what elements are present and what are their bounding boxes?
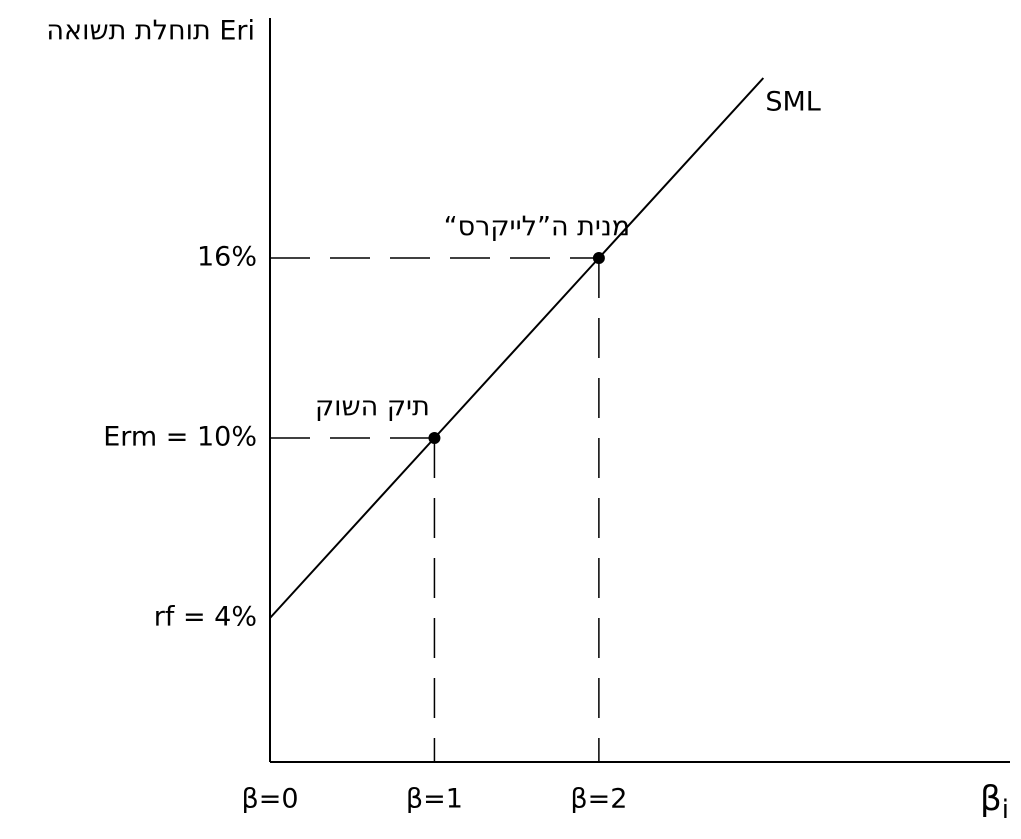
x-tick-label: β=1 [406, 784, 463, 815]
sml-line [269, 77, 765, 619]
x-axis-subscript: i [1002, 795, 1009, 825]
x-axis-symbol: β [980, 779, 1002, 819]
x-axis-label: βi [980, 779, 1009, 825]
y-tick-label: Erm = 10% [103, 422, 257, 453]
point [592, 252, 605, 264]
x-tick-label: β=2 [570, 784, 627, 815]
point-label: מנית ה”לייקרס“ [444, 212, 630, 243]
y-axis-label: תוחלת תשואה Eri [46, 16, 255, 47]
series-label: SML [765, 87, 820, 118]
y-tick-label: rf = 4% [154, 602, 257, 633]
point [428, 432, 441, 444]
y-tick-label: 16% [197, 242, 257, 273]
point-label: תיק השוק [315, 392, 430, 423]
x-tick-label: β=0 [241, 784, 298, 815]
